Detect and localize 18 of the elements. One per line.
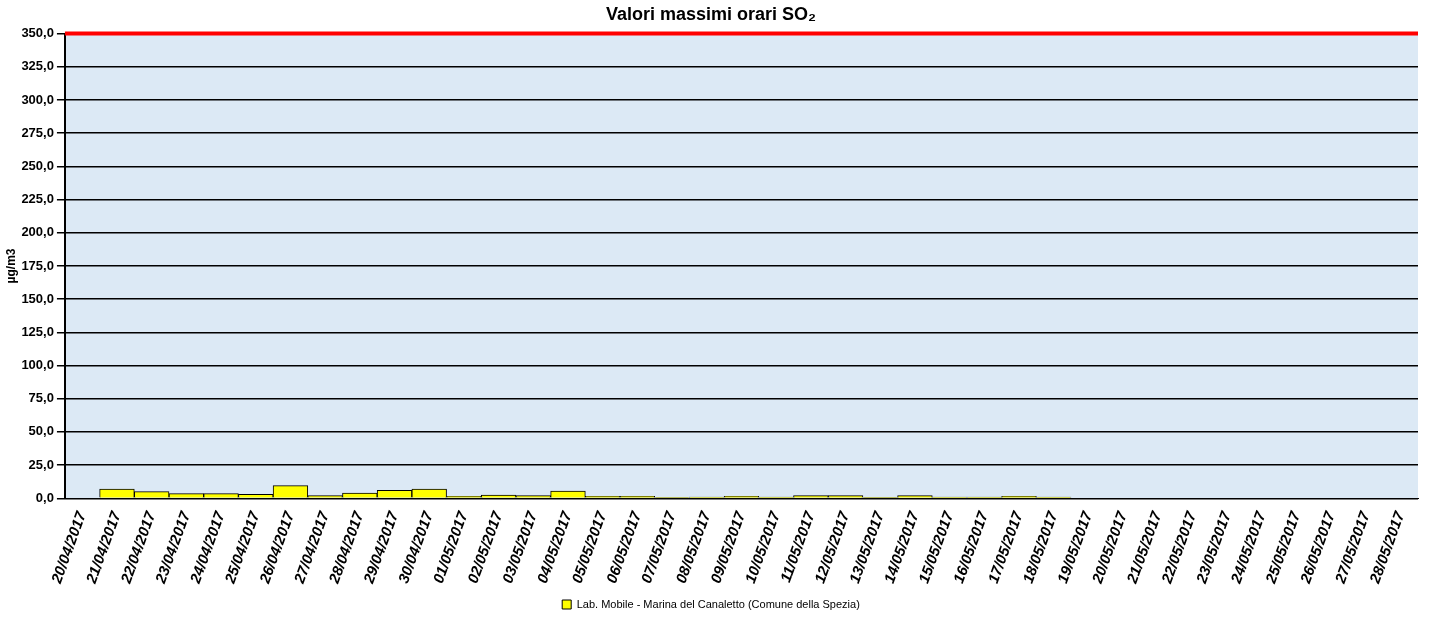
- chart-title: Valori massimi orari SO₂: [605, 3, 817, 24]
- y-tick-label: 275,0: [21, 124, 54, 140]
- legend-label: Lab. Mobile - Marina del Canaletto (Comune della Spezia): [576, 597, 860, 610]
- y-tick-label: 350,0: [21, 25, 54, 41]
- y-tick-label: 150,0: [21, 290, 54, 306]
- y-tick-label: 300,0: [21, 91, 54, 107]
- y-tick-label: 75,0: [28, 390, 54, 406]
- y-tick-label: 50,0: [28, 423, 54, 439]
- y-tick-label: 125,0: [21, 323, 54, 339]
- y-tick-label: 200,0: [21, 224, 54, 240]
- y-tick-label: 0,0: [35, 489, 54, 505]
- y-tick-label: 250,0: [21, 157, 54, 173]
- y-axis-title: µg/m3: [3, 248, 18, 284]
- y-tick-label: 325,0: [21, 58, 54, 74]
- y-tick-label: 25,0: [28, 456, 54, 472]
- y-tick-label: 225,0: [21, 191, 54, 207]
- y-tick-label: 100,0: [21, 357, 54, 373]
- y-tick-label: 175,0: [21, 257, 54, 273]
